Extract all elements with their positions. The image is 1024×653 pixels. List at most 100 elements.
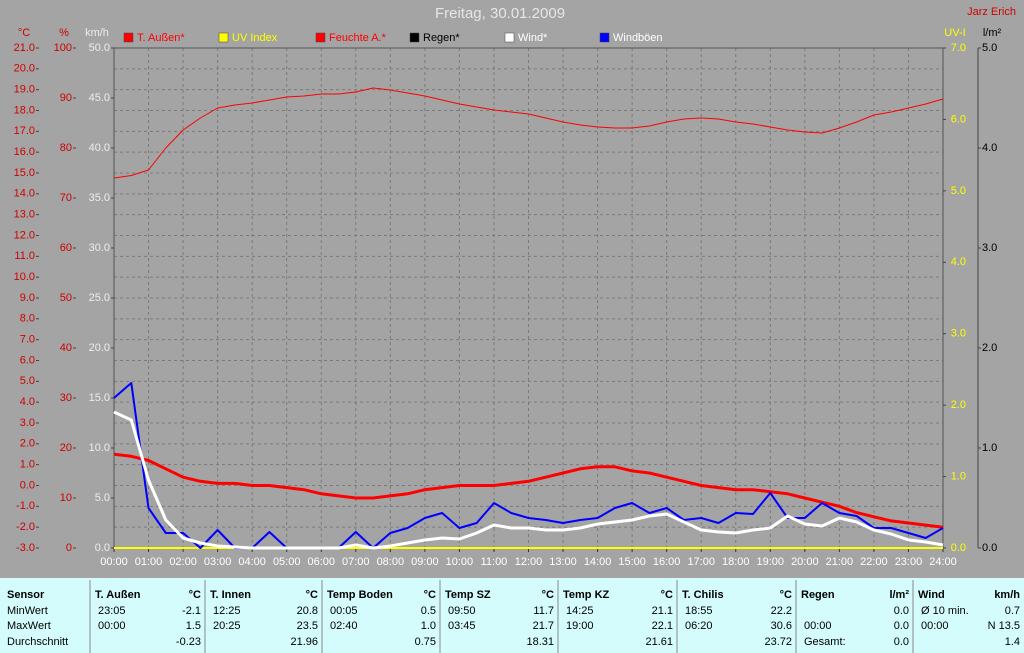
y-tick-label: 40.0 bbox=[89, 142, 110, 154]
cell-value: N 13.5 bbox=[988, 620, 1020, 632]
column-unit: °C bbox=[542, 589, 554, 601]
cell-time: 02:40 bbox=[330, 620, 358, 632]
x-tick-label: 00:00 bbox=[100, 556, 128, 568]
y-tick-label: 15.0 bbox=[14, 167, 35, 179]
y-tick-label: 50.0 bbox=[89, 42, 110, 54]
y-tick-label: 3.0 bbox=[20, 417, 35, 429]
y-tick-label: 25.0 bbox=[89, 292, 110, 304]
y-tick-label: 10.0 bbox=[89, 442, 110, 454]
x-tick-label: 06:00 bbox=[307, 556, 335, 568]
series-line bbox=[113, 410, 944, 550]
axis-label: l/m² bbox=[983, 27, 1002, 39]
column-header: Temp SZ bbox=[445, 589, 491, 601]
column-unit: °C bbox=[661, 589, 673, 601]
y-tick-label: 5.0 bbox=[982, 42, 997, 54]
y-tick-label: -2.0 bbox=[16, 521, 35, 533]
x-tick-label: 18:00 bbox=[722, 556, 750, 568]
x-tick-label: 17:00 bbox=[687, 556, 715, 568]
x-tick-label: 21:00 bbox=[826, 556, 854, 568]
cell-value: 21.96 bbox=[290, 636, 318, 648]
cell-time: 09:50 bbox=[448, 605, 476, 617]
y-tick-label: 40 bbox=[60, 342, 72, 354]
y-tick-label: 14.0 bbox=[14, 188, 35, 200]
y-tick-label: 20.0 bbox=[14, 63, 35, 75]
y-tick-label: 3.0 bbox=[951, 328, 966, 340]
column-unit: °C bbox=[424, 589, 436, 601]
cell-value: 21.7 bbox=[533, 620, 554, 632]
y-tick-label: 90 bbox=[60, 92, 72, 104]
table-background bbox=[0, 578, 1024, 653]
x-tick-label: 09:00 bbox=[411, 556, 439, 568]
y-tick-label: 20.0 bbox=[89, 342, 110, 354]
author: Jarz Erich bbox=[967, 6, 1016, 18]
cell-value: 30.6 bbox=[771, 620, 792, 632]
x-tick-label: 01:00 bbox=[135, 556, 163, 568]
y-tick-label: 3.0 bbox=[982, 242, 997, 254]
axis-label: °C bbox=[18, 27, 30, 39]
y-tick-label: 6.0 bbox=[951, 113, 966, 125]
cell-value: 21.1 bbox=[652, 605, 673, 617]
series-line bbox=[113, 452, 944, 529]
y-tick-label: 16.0 bbox=[14, 146, 35, 158]
y-tick-label: 30.0 bbox=[89, 242, 110, 254]
x-tick-label: 22:00 bbox=[860, 556, 888, 568]
legend-label: UV Index bbox=[232, 32, 278, 44]
cell-time: 12:25 bbox=[213, 605, 241, 617]
series-line bbox=[113, 87, 944, 179]
axis-label: % bbox=[59, 27, 69, 39]
x-tick-label: 13:00 bbox=[549, 556, 577, 568]
column-header: T. Innen bbox=[210, 589, 251, 601]
cell-value: 18.31 bbox=[526, 636, 554, 648]
y-tick-label: 12.0 bbox=[14, 229, 35, 241]
axis-label: UV-I bbox=[944, 27, 965, 39]
y-tick-label: 4.0 bbox=[951, 256, 966, 268]
y-tick-label: 4.0 bbox=[20, 396, 35, 408]
x-tick-label: 10:00 bbox=[446, 556, 474, 568]
y-tick-label: -1.0 bbox=[16, 500, 35, 512]
cell-value: 1.4 bbox=[1005, 636, 1020, 648]
y-tick-label: 17.0 bbox=[14, 125, 35, 137]
row-label: Sensor bbox=[7, 589, 45, 601]
y-tick-label: 1.0 bbox=[20, 459, 35, 471]
chart-background bbox=[0, 0, 1024, 578]
column-header: Temp KZ bbox=[563, 589, 610, 601]
x-tick-label: 20:00 bbox=[791, 556, 819, 568]
cell-value: -0.23 bbox=[176, 636, 201, 648]
y-tick-label: 7.0 bbox=[20, 334, 35, 346]
y-tick-label: 8.0 bbox=[20, 313, 35, 325]
y-tick-label: 0.0 bbox=[982, 542, 997, 554]
x-tick-label: 08:00 bbox=[377, 556, 405, 568]
cell-value: 0.0 bbox=[894, 620, 909, 632]
cell-time: 00:00 bbox=[98, 620, 126, 632]
cell-value: 0.0 bbox=[894, 636, 909, 648]
cell-time: 00:00 bbox=[921, 620, 949, 632]
y-tick-label: 2.0 bbox=[951, 399, 966, 411]
row-label: MinWert bbox=[7, 605, 48, 617]
cell-value: 0.5 bbox=[421, 605, 436, 617]
y-tick-label: 50 bbox=[60, 292, 72, 304]
cell-value: -2.1 bbox=[182, 605, 201, 617]
column-header: Wind bbox=[918, 589, 945, 601]
x-tick-label: 04:00 bbox=[238, 556, 266, 568]
column-unit: °C bbox=[306, 589, 318, 601]
y-tick-label: 5.0 bbox=[95, 492, 110, 504]
y-tick-label: 10 bbox=[60, 492, 72, 504]
legend-label: Windböen bbox=[613, 32, 663, 44]
cell-time: 18:55 bbox=[685, 605, 713, 617]
cell-value: 20.8 bbox=[297, 605, 318, 617]
y-tick-label: 4.0 bbox=[982, 142, 997, 154]
y-tick-label: 10.0 bbox=[14, 271, 35, 283]
cell-time: 23:05 bbox=[98, 605, 126, 617]
cell-time: 03:45 bbox=[448, 620, 476, 632]
y-tick-label: 2.0 bbox=[982, 342, 997, 354]
y-tick-label: 0.0 bbox=[20, 479, 35, 491]
y-tick-label: 19.0 bbox=[14, 84, 35, 96]
y-tick-label: 1.0 bbox=[982, 442, 997, 454]
y-tick-label: 13.0 bbox=[14, 209, 35, 221]
y-tick-label: 9.0 bbox=[20, 292, 35, 304]
cell-value: 22.1 bbox=[652, 620, 673, 632]
y-tick-label: 80 bbox=[60, 142, 72, 154]
column-header: Regen bbox=[801, 589, 835, 601]
cell-value: 1.0 bbox=[421, 620, 436, 632]
x-tick-label: 23:00 bbox=[895, 556, 923, 568]
